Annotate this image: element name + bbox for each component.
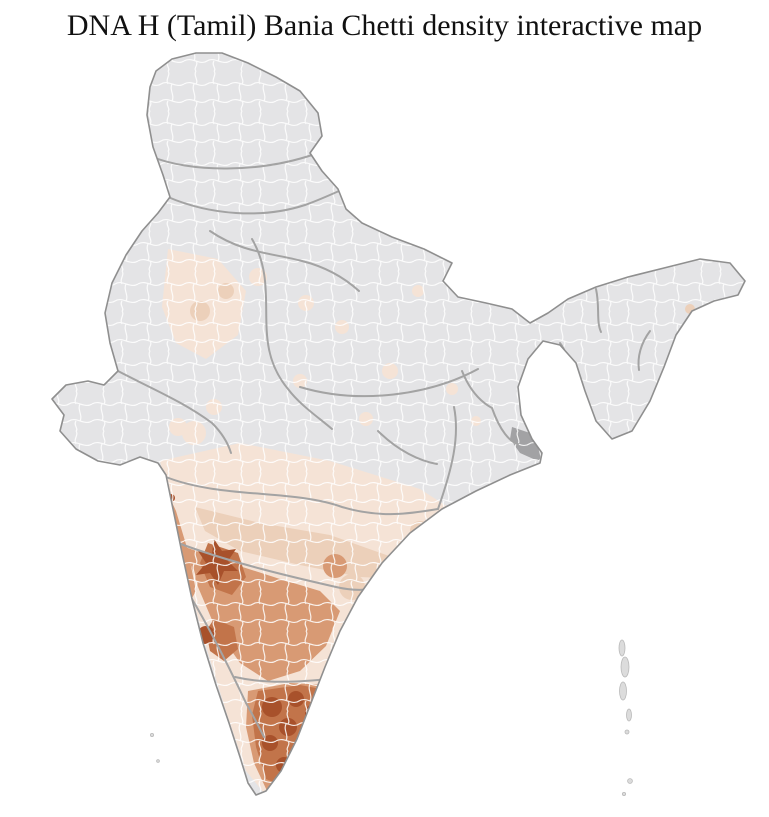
page: DNA H (Tamil) Bania Chetti density inter… — [0, 6, 769, 802]
map-layers[interactable] — [40, 45, 760, 802]
district-grid — [52, 53, 745, 795]
islands — [149, 639, 633, 797]
india-density-map[interactable] — [0, 45, 769, 802]
page-title: DNA H (Tamil) Bania Chetti density inter… — [66, 9, 703, 42]
